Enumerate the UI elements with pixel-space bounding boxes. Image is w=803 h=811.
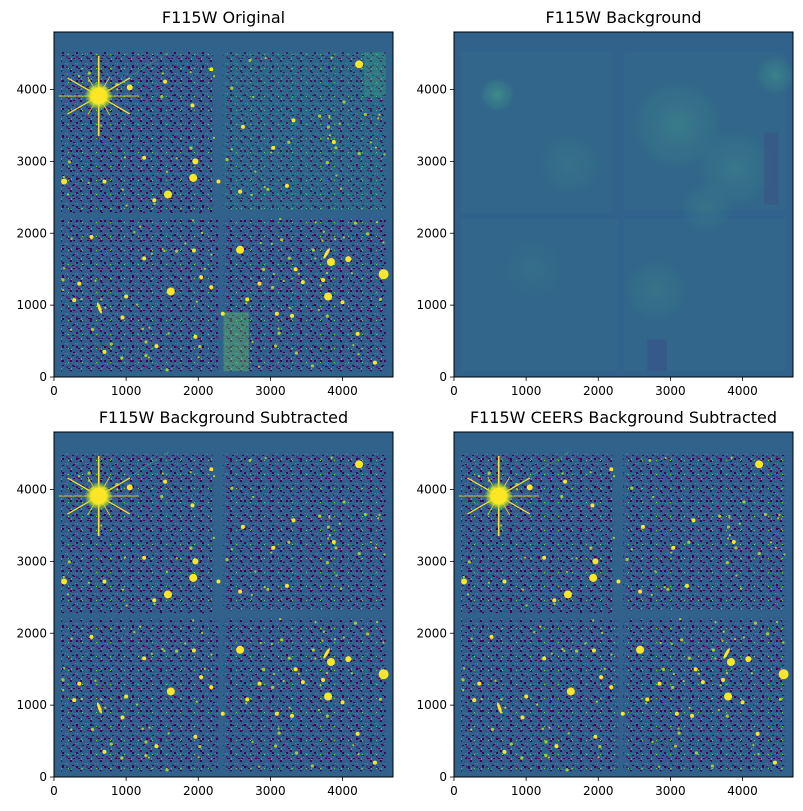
x-tick-label: 1000: [511, 384, 542, 398]
y-axis: 0 1000 2000 3000 4000: [16, 483, 54, 784]
x-tick-label: 3000: [655, 784, 686, 798]
y-tick-label: 2000: [416, 226, 447, 240]
y-axis: 0 1000 2000 3000 4000: [16, 83, 54, 384]
y-tick-label: 2000: [16, 626, 47, 640]
image-ceers: [454, 432, 793, 777]
y-tick-label: 3000: [416, 554, 447, 568]
x-tick-label: 0: [450, 384, 458, 398]
y-tick-label: 2000: [16, 226, 47, 240]
y-tick-label: 1000: [16, 698, 47, 712]
x-tick-label: 4000: [327, 784, 358, 798]
x-tick-label: 0: [50, 384, 58, 398]
x-tick-label: 1000: [111, 784, 142, 798]
y-tick-label: 0: [39, 370, 47, 384]
x-tick-label: 3000: [255, 784, 286, 798]
x-tick-label: 1000: [511, 784, 542, 798]
y-tick-label: 4000: [416, 483, 447, 497]
x-tick-label: 0: [50, 784, 58, 798]
x-tick-label: 2000: [583, 784, 614, 798]
image-subtracted: [54, 432, 393, 777]
y-tick-label: 1000: [16, 298, 47, 312]
panel-ceers: F115W CEERS Background Subtracted 0 1000 20…: [416, 408, 794, 798]
x-tick-label: 2000: [583, 384, 614, 398]
y-tick-label: 3000: [16, 554, 47, 568]
x-tick-label: 4000: [727, 384, 758, 398]
y-tick-label: 4000: [16, 83, 47, 97]
x-tick-label: 1000: [111, 384, 142, 398]
y-tick-label: 3000: [16, 154, 47, 168]
image-background: [454, 32, 793, 377]
bright-star: [58, 51, 169, 136]
image-original: [54, 32, 393, 377]
axes-frame: [53, 31, 394, 378]
axes-frame: [453, 431, 794, 778]
y-axis: 0 1000 2000 3000 4000: [416, 483, 454, 784]
x-axis: 0 1000 2000 3000 4000: [450, 777, 758, 798]
bright-star: [458, 451, 569, 536]
y-tick-label: 4000: [16, 483, 47, 497]
y-tick-label: 1000: [416, 298, 447, 312]
y-tick-label: 4000: [416, 83, 447, 97]
x-tick-label: 4000: [727, 784, 758, 798]
panel-title: F115W Original: [162, 8, 285, 27]
panel-title: F115W Background Subtracted: [99, 408, 348, 427]
x-tick-label: 3000: [655, 384, 686, 398]
x-axis: 0 1000 2000 3000 4000: [50, 777, 358, 798]
panel-title: F115W Background: [545, 8, 701, 27]
axes-frame: [53, 431, 394, 778]
x-axis: 0 1000 2000 3000 4000: [50, 377, 358, 398]
y-tick-label: 2000: [416, 626, 447, 640]
y-tick-label: 1000: [416, 698, 447, 712]
x-tick-label: 2000: [183, 784, 214, 798]
y-axis: 0 1000 2000 3000 4000: [416, 83, 454, 384]
x-tick-label: 4000: [327, 384, 358, 398]
y-tick-label: 0: [439, 770, 447, 784]
axes-frame: [453, 31, 794, 378]
y-tick-label: 0: [439, 370, 447, 384]
panel-original: F115W Original 0 1000 2000 3000 4000 0 1000 2000…: [16, 8, 394, 398]
x-axis: 0 1000 2000 3000 4000: [450, 377, 758, 398]
panel-title: F115W CEERS Background Subtracted: [470, 408, 777, 427]
y-tick-label: 0: [39, 770, 47, 784]
x-tick-label: 0: [450, 784, 458, 798]
x-tick-label: 2000: [183, 384, 214, 398]
bright-star: [58, 451, 169, 536]
y-tick-label: 3000: [416, 154, 447, 168]
x-tick-label: 3000: [255, 384, 286, 398]
panel-subtracted: F115W Background Subtracted 0 1000 2000 3000…: [16, 408, 394, 798]
panel-background: F115W Background 0 1000 2000 3000 4000 0 1000 20…: [416, 8, 794, 398]
